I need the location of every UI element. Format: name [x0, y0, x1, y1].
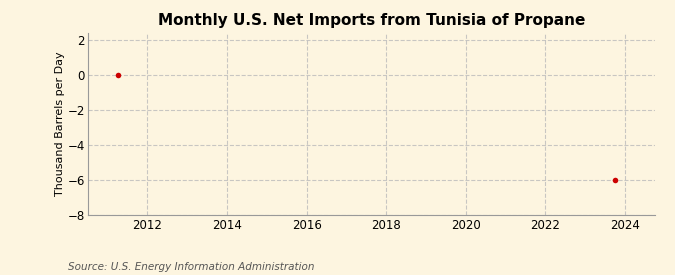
Y-axis label: Thousand Barrels per Day: Thousand Barrels per Day [55, 51, 65, 196]
Title: Monthly U.S. Net Imports from Tunisia of Propane: Monthly U.S. Net Imports from Tunisia of… [157, 13, 585, 28]
Text: Source: U.S. Energy Information Administration: Source: U.S. Energy Information Administ… [68, 262, 314, 272]
